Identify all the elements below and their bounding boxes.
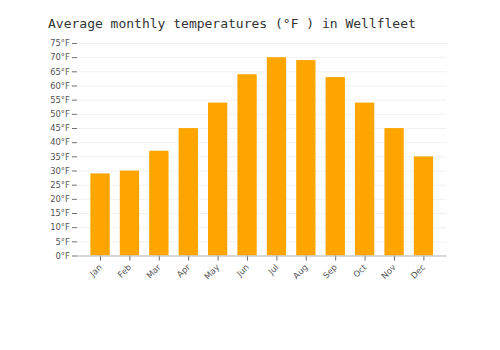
svg-text:20°F: 20°F	[50, 194, 70, 204]
svg-text:45°F: 45°F	[50, 123, 70, 133]
svg-text:Jan: Jan	[87, 262, 104, 279]
svg-text:Feb: Feb	[116, 262, 134, 280]
svg-text:65°F: 65°F	[50, 67, 70, 77]
svg-text:40°F: 40°F	[50, 137, 70, 147]
svg-text:Jul: Jul	[265, 262, 280, 277]
html-text:Average monthly temperatures (: Average monthly temperatures (°F ) in We…	[48, 16, 416, 31]
svg-text:Oct: Oct	[351, 262, 369, 280]
svg-text:Jun: Jun	[234, 262, 251, 279]
svg-text:70°F: 70°F	[50, 52, 70, 62]
svg-text:75°F: 75°F	[50, 38, 70, 48]
svg-text:0°F: 0°F	[55, 251, 70, 261]
svg-text:55°F: 55°F	[50, 95, 70, 105]
svg-text:10°F: 10°F	[50, 222, 70, 232]
svg-text:Nov: Nov	[379, 262, 398, 281]
svg-text:15°F: 15°F	[50, 208, 70, 218]
svg-text:Aug: Aug	[291, 262, 310, 281]
svg-text:Mar: Mar	[144, 262, 163, 281]
svg-text:Apr: Apr	[175, 262, 193, 280]
svg-text:60°F: 60°F	[50, 81, 70, 91]
svg-text:Dec: Dec	[409, 262, 428, 281]
svg-text:25°F: 25°F	[50, 180, 70, 190]
svg-text:5°F: 5°F	[55, 237, 70, 247]
svg-text:May: May	[202, 262, 221, 281]
svg-text:35°F: 35°F	[50, 152, 70, 162]
svg-text:50°F: 50°F	[50, 109, 70, 119]
svg-text:Sep: Sep	[321, 262, 339, 280]
svg-text:30°F: 30°F	[50, 166, 70, 176]
